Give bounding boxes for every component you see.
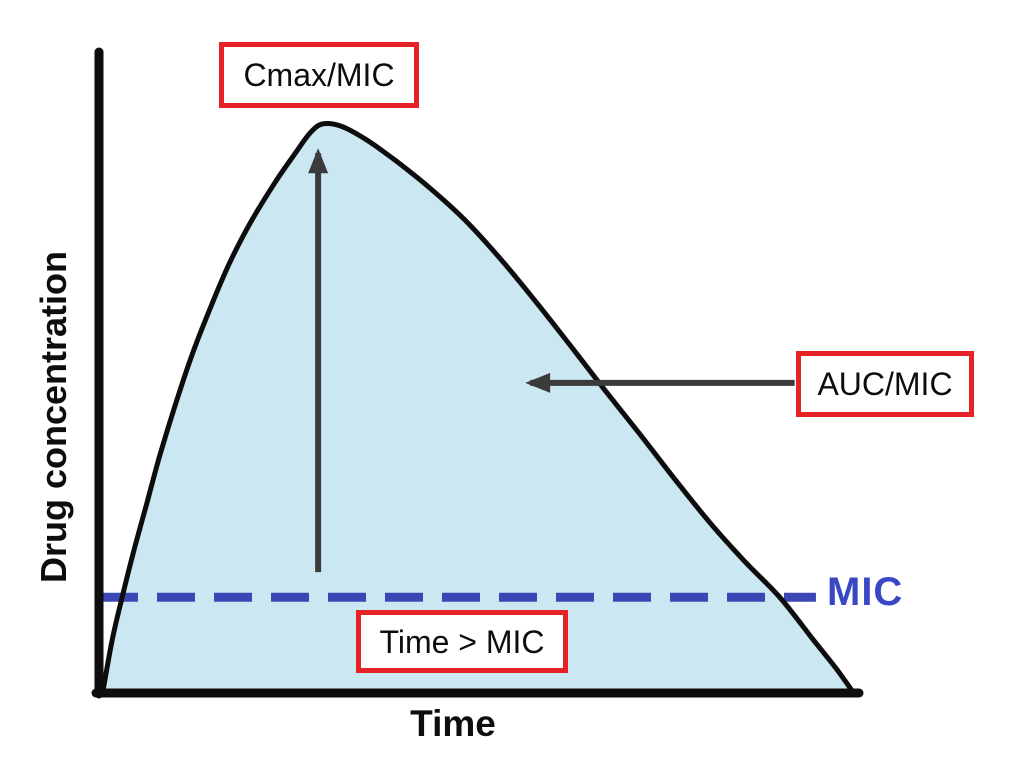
mic-label: MIC	[827, 570, 904, 614]
time-above-mic-label-box: Time > MIC	[356, 610, 568, 673]
cmax-mic-label: Cmax/MIC	[243, 57, 395, 93]
y-axis-label: Drug concentration	[33, 251, 74, 584]
concentration-curve-area	[103, 123, 852, 691]
cmax-mic-label-box: Cmax/MIC	[219, 42, 419, 108]
time-above-mic-label: Time > MIC	[379, 623, 545, 660]
auc-mic-label-box: AUC/MIC	[796, 351, 974, 417]
concentration-curve	[100, 120, 854, 692]
x-axis-label: Time	[410, 703, 496, 744]
auc-mic-label: AUC/MIC	[817, 366, 953, 402]
